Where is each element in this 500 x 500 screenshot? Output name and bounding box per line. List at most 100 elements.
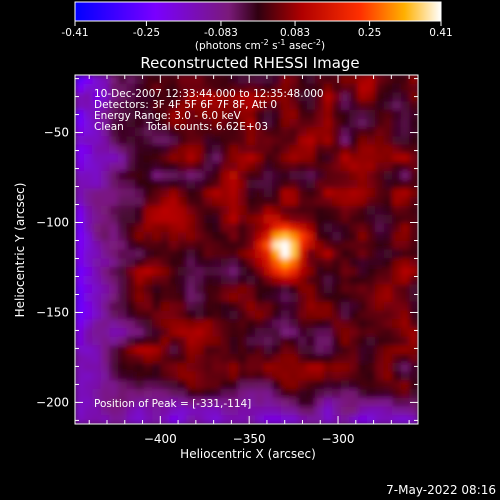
heatmap-cell [109,205,119,216]
heatmap-cell [255,83,265,94]
heatmap-cell [203,336,213,347]
heatmap-cell [229,406,239,416]
heatmap-cell [109,232,119,242]
heatmap-cell [263,214,273,224]
heatmap-cell [255,223,265,233]
heatmap-cell [143,232,153,242]
heatmap-cell [366,389,376,399]
heatmap-cell [357,170,368,181]
heatmap-cell [349,136,359,146]
y-tick-label: −100 [36,216,69,230]
heatmap-cell [409,232,418,242]
heatmap-cell [357,205,368,216]
heatmap-cell [400,153,411,163]
heatmap-cell [126,406,136,416]
heatmap-cell [366,249,376,259]
heatmap-cell [323,170,333,181]
heatmap-cell [289,223,299,233]
heatmap-cell [100,380,110,390]
heatmap-cell [357,214,368,224]
heatmap-cell [126,162,136,172]
heatmap-cell [237,310,248,320]
heatmap-cell [152,310,162,320]
heatmap-cell [229,101,239,111]
heatmap-cell [297,354,308,364]
heatmap-cell [109,415,119,424]
heatmap-cell [366,319,376,329]
heatmap-cell [143,397,153,408]
heatmap-cell [306,83,316,94]
heatmap-cell [169,328,179,338]
heatmap-cell [366,380,376,390]
heatmap-cell [100,144,110,155]
heatmap-cell [100,240,110,251]
heatmap-cell [375,197,385,207]
heatmap-cell [152,83,162,94]
heatmap-cell [212,232,222,242]
heatmap-cell [160,389,170,399]
heatmap-cell [152,415,162,424]
heatmap-cell [332,179,342,190]
heatmap-cell [392,266,402,277]
heatmap-cell [340,214,350,224]
heatmap-cell [237,101,248,111]
heatmap-cell [297,232,308,242]
heatmap-cell [340,240,350,251]
heatmap-cell [117,336,128,347]
heatmap-cell [75,371,85,381]
y-axis-label: Heliocentric Y (arcsec) [13,183,27,318]
heatmap-cell [375,258,385,268]
heatmap-cell [143,197,153,207]
heatmap-cell [392,397,402,408]
heatmap-cell [143,136,153,146]
heatmap-cell [340,75,350,85]
heatmap-cell [212,336,222,347]
heatmap-cell [169,310,179,320]
heatmap-cell [160,345,170,355]
heatmap-cell [100,153,110,163]
heatmap-cell [357,310,368,320]
heatmap-cell [289,118,299,128]
heatmap-cell [375,92,385,102]
heatmap-cell [289,380,299,390]
heatmap-cell [315,310,325,320]
heatmap-cell [323,109,333,120]
heatmap-cell [100,328,110,338]
heatmap-cell [135,92,145,102]
heatmap-cell [349,380,359,390]
heatmap-cell [272,266,282,277]
heatmap-cell [409,284,418,294]
heatmap-cell [246,214,256,224]
heatmap-cell [203,75,213,85]
heatmap-cell [392,92,402,102]
heatmap-cell [109,101,119,111]
heatmap-cell [229,83,239,94]
heatmap-cell [220,162,230,172]
heatmap-cell [237,136,248,146]
heatmap-cell [297,415,308,424]
heatmap-cell [366,310,376,320]
heatmap-cell [100,205,110,216]
heatmap-cell [366,75,376,85]
heatmap-cell [272,406,282,416]
heatmap-cell [109,354,119,364]
heatmap-cell [212,266,222,277]
heatmap-cell [92,232,102,242]
x-axis-label: Heliocentric X (arcsec) [180,447,316,461]
heatmap-cell [229,170,239,181]
heatmap-cell [220,328,230,338]
heatmap-cell [246,223,256,233]
heatmap-cell [332,170,342,181]
heatmap-cell [177,162,188,172]
heatmap-cell [83,75,93,85]
heatmap-cell [220,362,230,373]
heatmap-cell [375,371,385,381]
heatmap-cell [220,336,230,347]
heatmap-cell [177,328,188,338]
heatmap-cell [100,301,110,312]
heatmap-cell [186,397,196,408]
heatmap-cell [255,336,265,347]
heatmap-cell [152,118,162,128]
heatmap-cell [400,232,411,242]
heatmap-cell [357,249,368,259]
